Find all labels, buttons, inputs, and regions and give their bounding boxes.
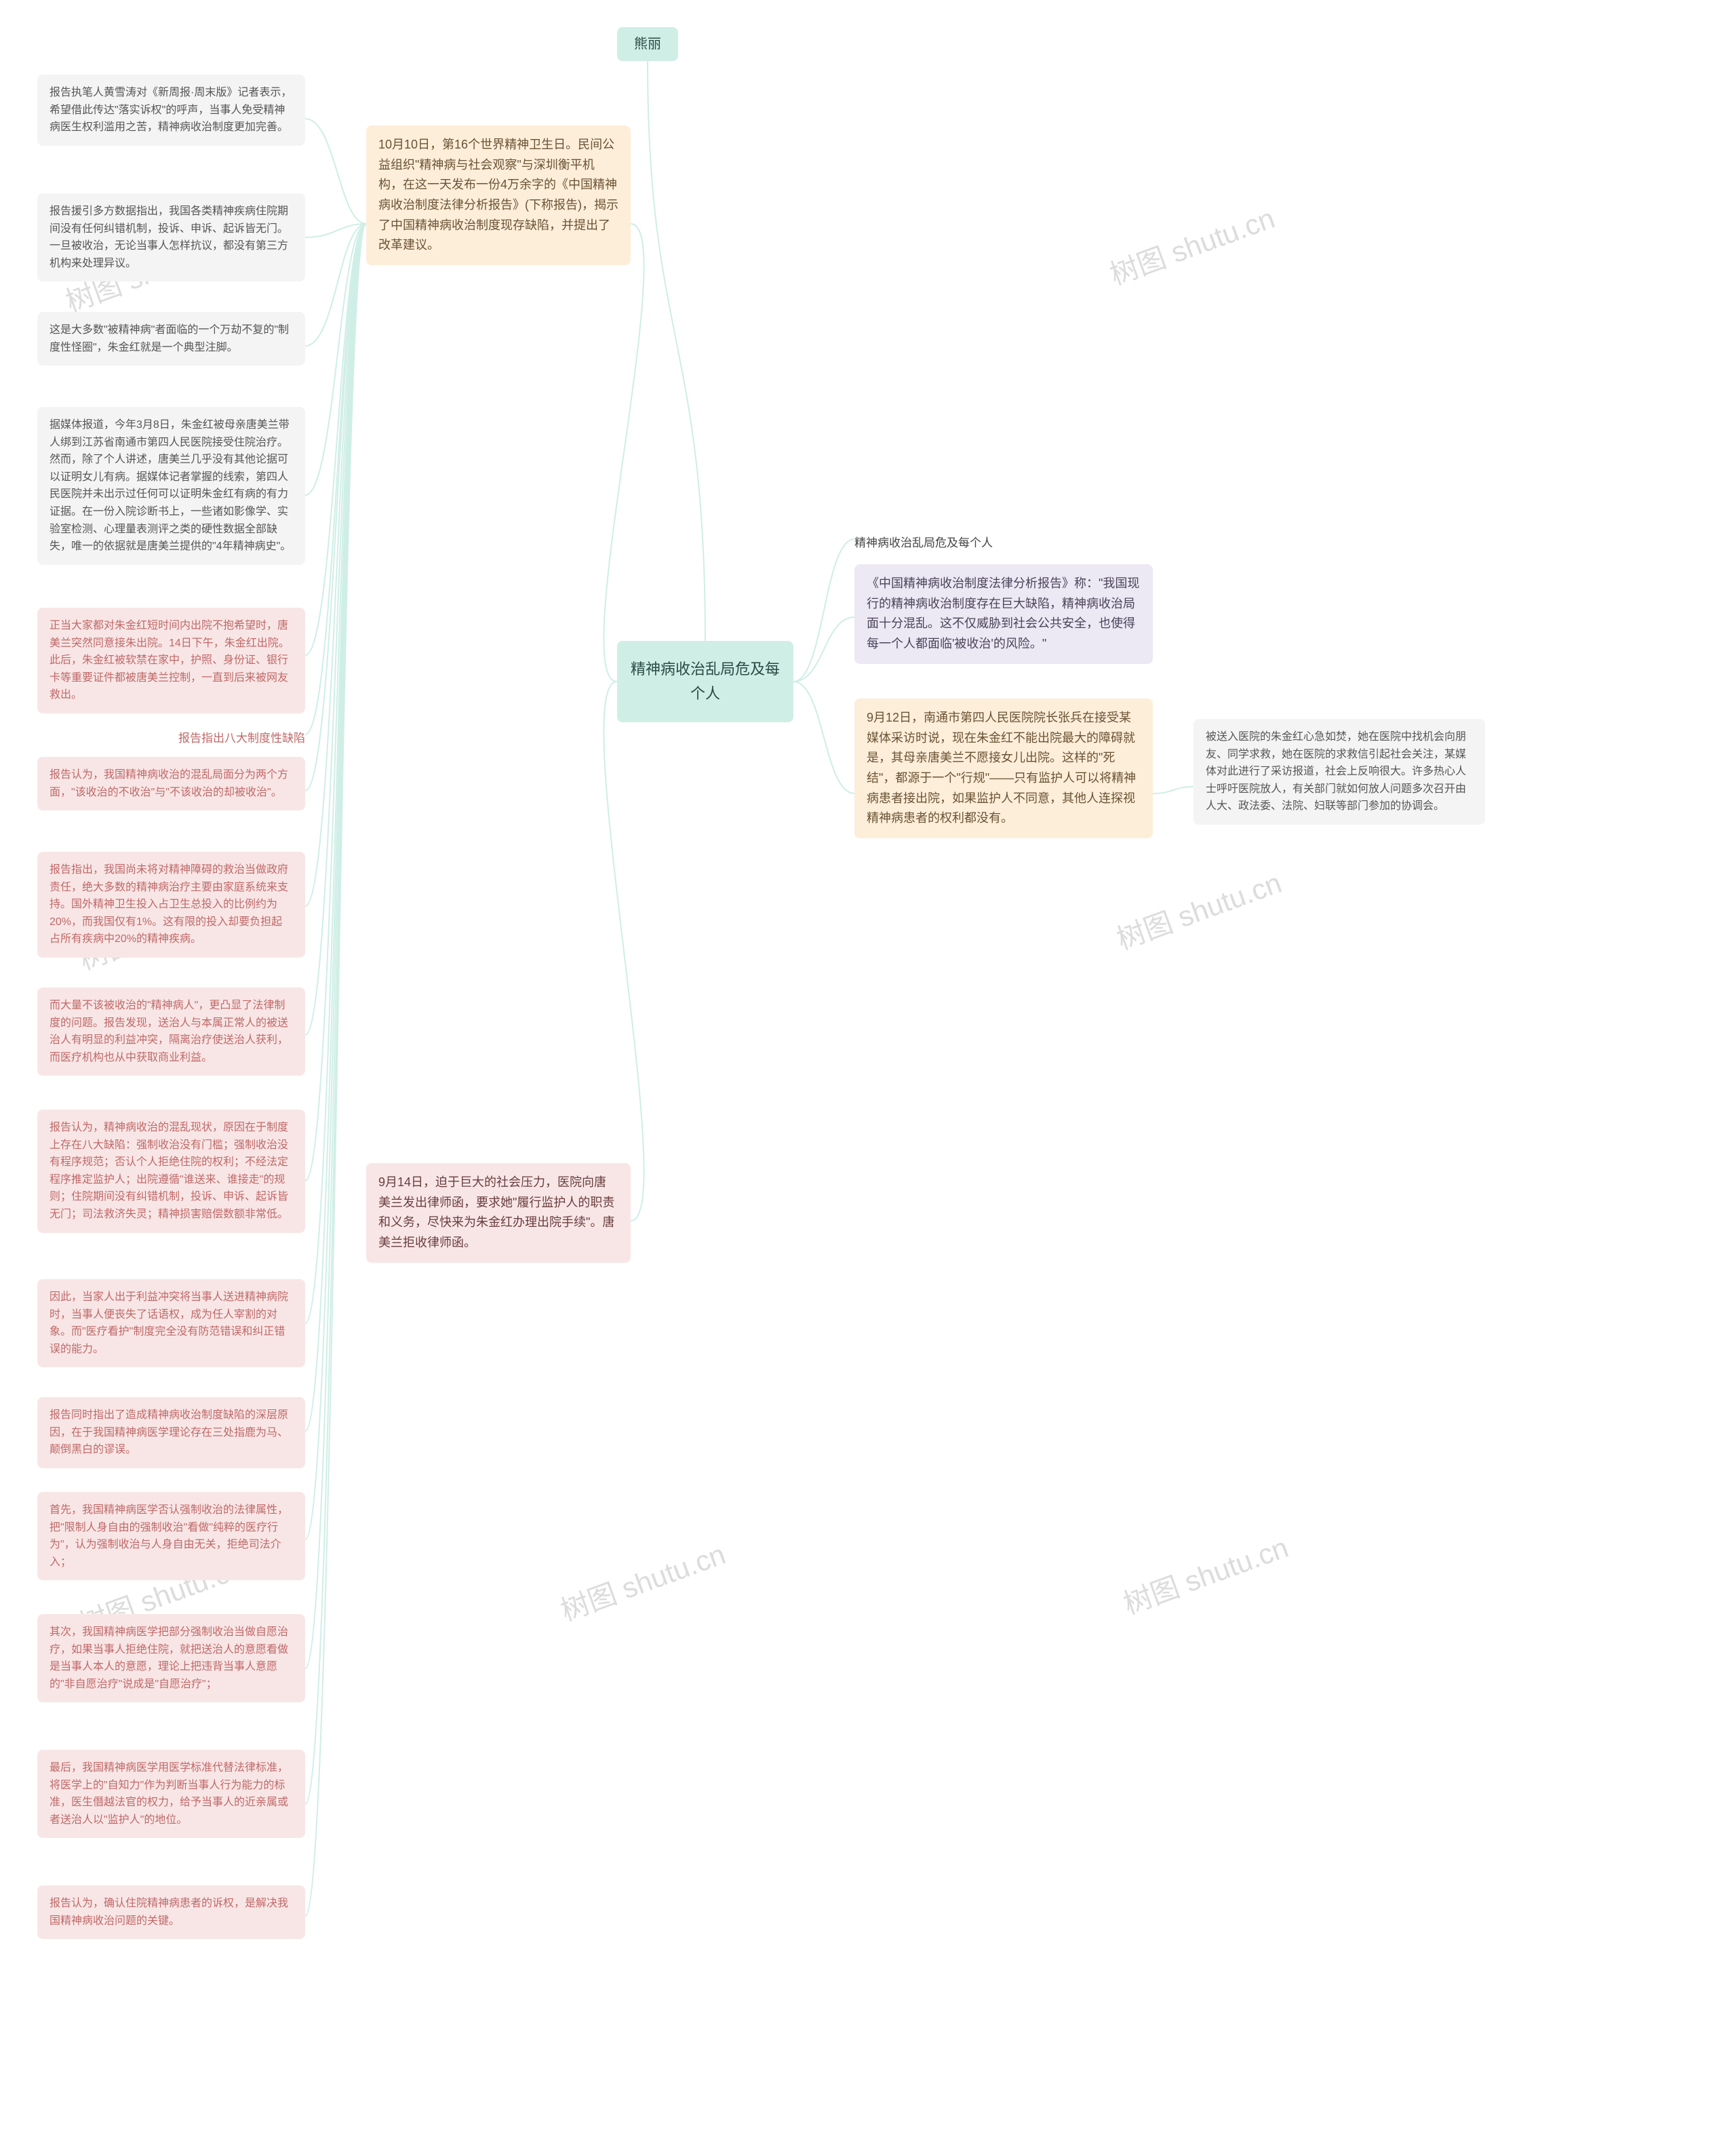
oct10-text: 10月10日，第16个世界精神卫生日。民间公益组织"精神病与社会观察"与深圳衡平…: [378, 138, 618, 252]
suddenly-text: 正当大家都对朱金红短时间内出院不抱希望时，唐美兰突然同意接朱出院。14日下午，朱…: [50, 620, 290, 701]
sept14-node[interactable]: 9月14日，迫于巨大的社会压力，医院向唐美兰发出律师函，要求她"履行监护人的职责…: [366, 1163, 631, 1263]
reporter-text: 报告执笔人黄雪涛对《新周报·周末版》记者表示，希望借此传达"落实诉权"的呼声，当…: [50, 87, 292, 133]
majority-node[interactable]: 这是大多数"被精神病"者面临的一个万劫不复的"制度性怪圈"，朱金红就是一个典型注…: [37, 312, 305, 366]
lastly-text: 最后，我国精神病医学用医学标准代替法律标准，将医学上的"自知力"作为判断当事人行…: [50, 1762, 288, 1826]
author-label: 熊丽: [634, 33, 661, 56]
quote-node[interactable]: 《中国精神病收治制度法律分析报告》称："我国现行的精神病收治制度存在巨大缺陷，精…: [854, 564, 1153, 664]
watermark: 树图 shutu.cn: [554, 1531, 730, 1629]
media-report-text: 据媒体报道，今年3月8日，朱金红被母亲唐美兰带人绑到江苏省南通市第四人民医院接受…: [50, 419, 291, 552]
two-aspects-node[interactable]: 报告认为，我国精神病收治的混乱局面分为两个方面，"该收治的不收治"与"不该收治的…: [37, 757, 305, 810]
nantong-node[interactable]: 9月12日，南通市第四人民医院院长张兵在接受某媒体采访时说，现在朱金红不能出院最…: [854, 699, 1153, 838]
reporter-node[interactable]: 报告执笔人黄雪涛对《新周报·周末版》记者表示，希望借此传达"落实诉权"的呼声，当…: [37, 75, 305, 146]
therefore-text: 因此，当家人出于利益冲突将当事人送进精神病院时，当事人便丧失了话语权，成为任人宰…: [50, 1291, 288, 1355]
eight-list-text: 报告认为，精神病收治的混乱现状，原因在于制度上存在八大缺陷：强制收治没有门槛；强…: [50, 1122, 288, 1220]
first-node[interactable]: 首先，我国精神病医学否认强制收治的法律属性，把"限制人身自由的强制收治"看做"纯…: [37, 1492, 305, 1580]
first-text: 首先，我国精神病医学否认强制收治的法律属性，把"限制人身自由的强制收治"看做"纯…: [50, 1504, 288, 1568]
lastly-node[interactable]: 最后，我国精神病医学用医学标准代替法律标准，将医学上的"自知力"作为判断当事人行…: [37, 1750, 305, 1838]
majority-text: 这是大多数"被精神病"者面临的一个万劫不复的"制度性怪圈"，朱金红就是一个典型注…: [50, 324, 289, 353]
data-cite-text: 报告援引多方数据指出，我国各类精神疾病住院期间没有任何纠错机制，投诉、申诉、起诉…: [50, 205, 288, 269]
deep-cause-node[interactable]: 报告同时指出了造成精神病收治制度缺陷的深层原因，在于我国精神病医学理论存在三处指…: [37, 1397, 305, 1468]
second-text: 其次，我国精神病医学把部分强制收治当做自愿治疗，如果当事人拒绝住院，就把送治人的…: [50, 1626, 288, 1690]
gov-resp-text: 报告指出，我国尚未将对精神障碍的救治当做政府责任，绝大多数的精神病治疗主要由家庭…: [50, 864, 288, 945]
root-label: 精神病收治乱局危及每个人: [629, 657, 781, 707]
author-node[interactable]: 熊丽: [617, 27, 678, 61]
therefore-node[interactable]: 因此，当家人出于利益冲突将当事人送进精神病院时，当事人便丧失了话语权，成为任人宰…: [37, 1279, 305, 1367]
media-report-node[interactable]: 据媒体报道，今年3月8日，朱金红被母亲唐美兰带人绑到江苏省南通市第四人民医院接受…: [37, 407, 305, 565]
hospital-zhu-node[interactable]: 被送入医院的朱金红心急如焚，她在医院中找机会向朋友、同学求救，她在医院的求救信引…: [1194, 719, 1485, 825]
deep-cause-text: 报告同时指出了造成精神病收治制度缺陷的深层原因，在于我国精神病医学理论存在三处指…: [50, 1409, 288, 1455]
conclusion-text: 报告认为，确认住院精神病患者的诉权，是解决我国精神病收治问题的关键。: [50, 1898, 288, 1927]
watermark: 树图 shutu.cn: [1117, 1525, 1293, 1622]
data-cite-node[interactable]: 报告援引多方数据指出，我国各类精神疾病住院期间没有任何纠错机制，投诉、申诉、起诉…: [37, 193, 305, 281]
hospital-zhu-text: 被送入医院的朱金红心急如焚，她在医院中找机会向朋友、同学求救，她在医院的求救信引…: [1206, 731, 1466, 812]
root-node[interactable]: 精神病收治乱局危及每个人: [617, 641, 793, 722]
two-aspects-text: 报告认为，我国精神病收治的混乱局面分为两个方面，"该收治的不收治"与"不该收治的…: [50, 769, 288, 798]
eight-list-node[interactable]: 报告认为，精神病收治的混乱现状，原因在于制度上存在八大缺陷：强制收治没有门槛；强…: [37, 1110, 305, 1233]
conflict-text: 而大量不该被收治的"精神病人"，更凸显了法律制度的问题。报告发现，送治人与本属正…: [50, 1000, 288, 1063]
conflict-node[interactable]: 而大量不该被收治的"精神病人"，更凸显了法律制度的问题。报告发现，送治人与本属正…: [37, 987, 305, 1076]
conclusion-node[interactable]: 报告认为，确认住院精神病患者的诉权，是解决我国精神病收治问题的关键。: [37, 1885, 305, 1939]
quote-text: 《中国精神病收治制度法律分析报告》称："我国现行的精神病收治制度存在巨大缺陷，精…: [867, 576, 1139, 650]
watermark: 树图 shutu.cn: [1103, 195, 1280, 293]
eight-defects-title: 报告指出八大制度性缺陷: [176, 728, 305, 745]
gov-resp-node[interactable]: 报告指出，我国尚未将对精神障碍的救治当做政府责任，绝大多数的精神病治疗主要由家庭…: [37, 852, 305, 958]
sept14-text: 9月14日，迫于巨大的社会压力，医院向唐美兰发出律师函，要求她"履行监护人的职责…: [378, 1175, 614, 1249]
right-header-text: 精神病收治乱局危及每个人: [854, 533, 993, 550]
watermark: 树图 shutu.cn: [1110, 860, 1286, 958]
second-node[interactable]: 其次，我国精神病医学把部分强制收治当做自愿治疗，如果当事人拒绝住院，就把送治人的…: [37, 1614, 305, 1702]
nantong-text: 9月12日，南通市第四人民医院院长张兵在接受某媒体采访时说，现在朱金红不能出院最…: [867, 711, 1136, 825]
suddenly-node[interactable]: 正当大家都对朱金红短时间内出院不抱希望时，唐美兰突然同意接朱出院。14日下午，朱…: [37, 608, 305, 713]
oct10-node[interactable]: 10月10日，第16个世界精神卫生日。民间公益组织"精神病与社会观察"与深圳衡平…: [366, 125, 631, 265]
